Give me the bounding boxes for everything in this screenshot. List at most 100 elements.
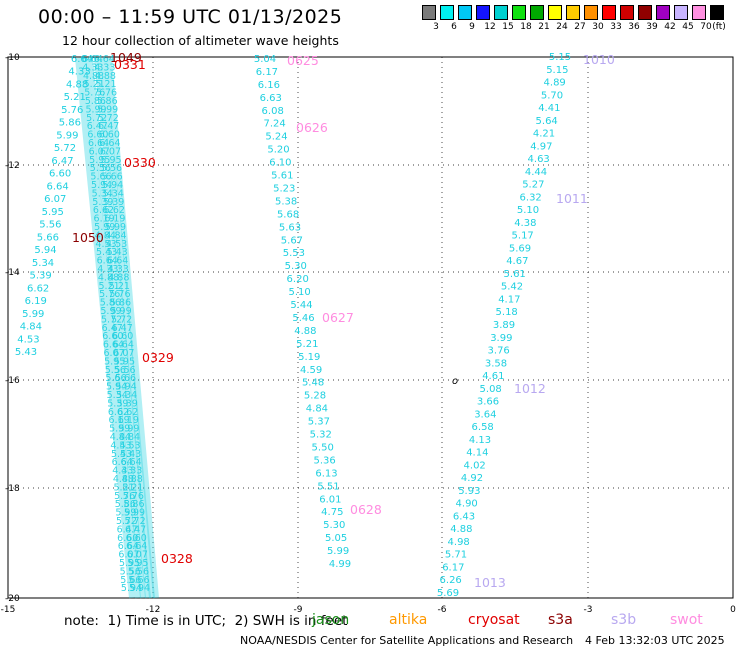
swath-value: 6.47 xyxy=(125,524,146,535)
track-value: 4.21 xyxy=(533,129,555,140)
track-value: 4.88 xyxy=(294,326,316,337)
pass-label-s3b: 1013 xyxy=(474,575,506,590)
swath-value: 4.53 xyxy=(119,440,140,451)
track-value: 4.41 xyxy=(538,103,560,114)
swath-value: 6.64 xyxy=(112,457,133,468)
colorbar-label: 21 xyxy=(538,22,550,32)
swath-value: 5.99 xyxy=(110,306,131,317)
track-value: 4.97 xyxy=(530,141,552,152)
swath-value: 4.84 xyxy=(95,230,116,241)
colorbar-label: 12 xyxy=(484,22,496,32)
swath-value: 5.99 xyxy=(124,508,145,519)
swath-value: 4.53 xyxy=(110,440,131,451)
track-value: 5.38 xyxy=(275,196,297,207)
track-value: 5.99 xyxy=(22,309,44,320)
track-value: 5.44 xyxy=(290,300,312,311)
colorbar-swatch xyxy=(566,5,580,20)
swath-band xyxy=(75,57,135,599)
swath-value: 6.47 xyxy=(87,121,108,132)
track-value: 6.26 xyxy=(440,575,462,586)
swath-value: 5.86 xyxy=(85,96,106,107)
swath-value: 5.86 xyxy=(110,298,131,309)
track-value: 3.89 xyxy=(493,320,515,331)
track-value: 5.86 xyxy=(59,118,81,129)
swath-value: 5.76 xyxy=(84,88,105,99)
track-value: 5.63 xyxy=(279,222,301,233)
swath-band xyxy=(100,57,155,599)
track-value: 6.32 xyxy=(520,192,542,203)
track-value: 6.63 xyxy=(260,93,282,104)
credit-line: NOAA/NESDIS Center for Satellite Applica… xyxy=(240,634,574,647)
swath-value: 6.19 xyxy=(104,214,125,225)
track-value: 6.10 xyxy=(269,158,291,169)
swath-value: 5.43 xyxy=(111,449,132,460)
swath-value: 6.60 xyxy=(102,331,123,342)
swath-value: 4.33 xyxy=(97,264,118,275)
track-value: 5.20 xyxy=(267,145,289,156)
colorbar-swatch xyxy=(512,5,526,20)
pass-label-s3b: 1010 xyxy=(583,52,615,67)
track-value: 7.24 xyxy=(263,119,285,130)
swath-value: 5.34 xyxy=(92,188,113,199)
pass-label-s3a: 1050 xyxy=(72,230,104,245)
pass-label-swot: 0628 xyxy=(350,502,382,517)
swath-value: 6.19 xyxy=(118,415,139,426)
swath-value: 5.94 xyxy=(91,180,112,191)
swath-value: 5.56 xyxy=(105,365,126,376)
track-value: 6.17 xyxy=(442,562,464,573)
track-value: 3.99 xyxy=(490,333,512,344)
track-value: 4.88 xyxy=(66,79,88,90)
pass-label-swot: 0625 xyxy=(287,53,319,68)
track-value: 5.46 xyxy=(292,313,314,324)
track-value: 5.70 xyxy=(541,90,563,101)
pass-label-cryosat: 0328 xyxy=(161,551,193,566)
track-value: 5.30 xyxy=(323,520,345,531)
swath-value: 4.88 xyxy=(122,474,143,485)
y-tick-label: -20 xyxy=(5,594,20,604)
swath-value: 5.94 xyxy=(102,180,123,191)
track-value: 6.13 xyxy=(315,468,337,479)
swath-value: 5.34 xyxy=(107,390,128,401)
colorbar-label: 15 xyxy=(502,22,514,32)
track-value: 4.63 xyxy=(528,154,550,165)
swath-value: 5.39 xyxy=(117,398,138,409)
timestamp: 4 Feb 13:32:03 UTC 2025 xyxy=(585,634,725,647)
swath-value: 4.33 xyxy=(112,466,133,477)
colorbar-label: 36 xyxy=(628,22,640,32)
swath-value: 6.62 xyxy=(93,205,114,216)
track-value: 5.18 xyxy=(496,307,518,318)
track-value: 5.28 xyxy=(304,391,326,402)
colorbar-label: 42 xyxy=(664,22,676,32)
track-value: 4.88 xyxy=(450,524,472,535)
colorbar-swatch xyxy=(620,5,634,20)
track-value: 4.14 xyxy=(466,448,488,459)
colorbar-swatch xyxy=(476,5,490,20)
track-value: 5.69 xyxy=(437,588,459,599)
track-value: 5.66 xyxy=(37,232,59,243)
pass-label-s3a: 1049 xyxy=(110,50,142,65)
swath-value: 5.43 xyxy=(120,449,141,460)
track-value: 5.27 xyxy=(522,180,544,191)
track-value: 5.10 xyxy=(288,287,310,298)
swath-value: 6.60 xyxy=(87,130,108,141)
track-value: 5.94 xyxy=(34,245,56,256)
swath-value: 6.62 xyxy=(117,407,138,418)
swath-value: 6.64 xyxy=(97,256,118,267)
swath-value: 6.47 xyxy=(98,121,119,132)
track-value: 5.21 xyxy=(296,339,318,350)
swath-value: 5.86 xyxy=(96,96,117,107)
y-tick-label: -18 xyxy=(5,484,20,494)
legend-item-swot: swot xyxy=(670,612,703,628)
pass-label-swot: 0627 xyxy=(322,310,354,325)
track-value: 5.15 xyxy=(549,52,571,63)
swath-value: 4.53 xyxy=(95,239,116,250)
track-value: 4.84 xyxy=(306,404,328,415)
track-value: 6.64 xyxy=(47,181,69,192)
swath-value: 6.64 xyxy=(103,340,124,351)
swath-value: 4.33 xyxy=(121,466,142,477)
track-value: 4.89 xyxy=(544,78,566,89)
x-tick-label: -15 xyxy=(1,605,16,615)
pass-label-cryosat: 0330 xyxy=(124,155,156,170)
swath-value: 6.07 xyxy=(118,550,139,561)
